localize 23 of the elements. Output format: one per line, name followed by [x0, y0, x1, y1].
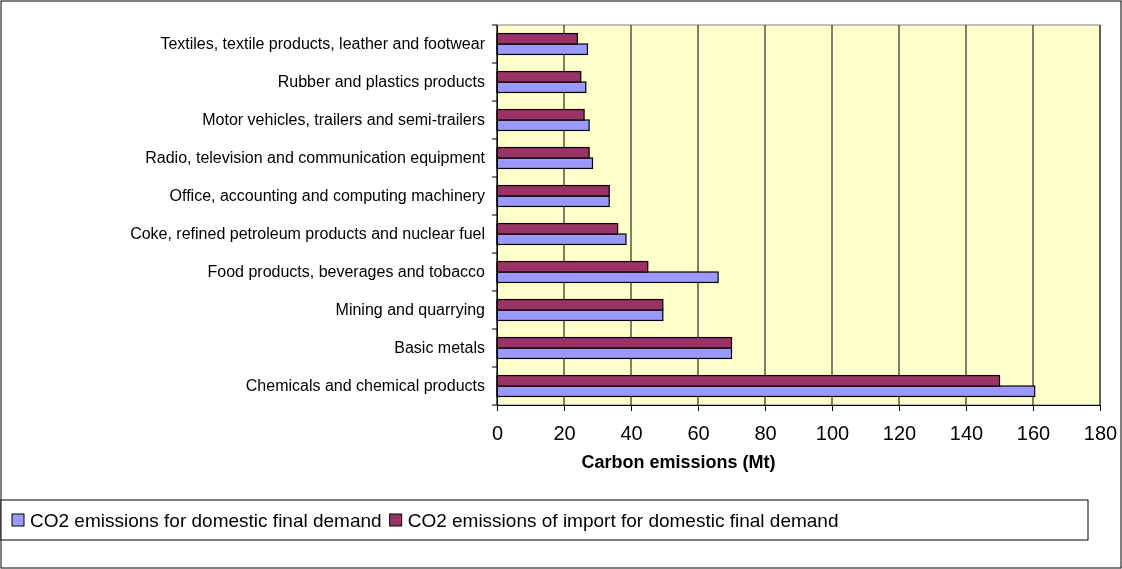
y-tick-label: Motor vehicles, trailers and semi-trailers — [202, 111, 485, 129]
y-tick-label: Mining and quarrying — [335, 301, 485, 319]
y-tick-label: Basic metals — [394, 339, 485, 357]
y-tick-label: Coke, refined petroleum products and nuclear fuel — [130, 225, 485, 243]
y-tick-label: Chemicals and chemical products — [245, 377, 485, 395]
x-tick-label: 0 — [491, 422, 504, 444]
x-tick-label: 140 — [949, 422, 984, 444]
y-tick-label: Rubber and plastics products — [277, 73, 485, 91]
x-tick-label: 180 — [1083, 422, 1118, 444]
x-tick-label: 20 — [553, 422, 576, 444]
y-tick-label: Office, accounting and computing machinery — [169, 187, 485, 205]
x-tick-label: 160 — [1016, 422, 1051, 444]
x-tick-label: 40 — [620, 422, 643, 444]
y-tick-label: Food products, beverages and tobacco — [207, 263, 486, 281]
x-tick-label: 120 — [882, 422, 917, 444]
legend-label: CO2 emissions for domestic final demand — [30, 510, 382, 531]
legend-label: CO2 emissions of import for domestic final demand — [407, 510, 839, 531]
x-tick-label: 60 — [687, 422, 710, 444]
y-tick-label: Radio, television and communication equipment — [145, 149, 486, 167]
y-tick-label: Textiles, textile products, leather and footwear — [160, 35, 486, 53]
x-tick-label: 80 — [754, 422, 777, 444]
x-tick-label: 100 — [815, 422, 850, 444]
x-axis-title: Carbon emissions (Mt) — [581, 452, 776, 472]
